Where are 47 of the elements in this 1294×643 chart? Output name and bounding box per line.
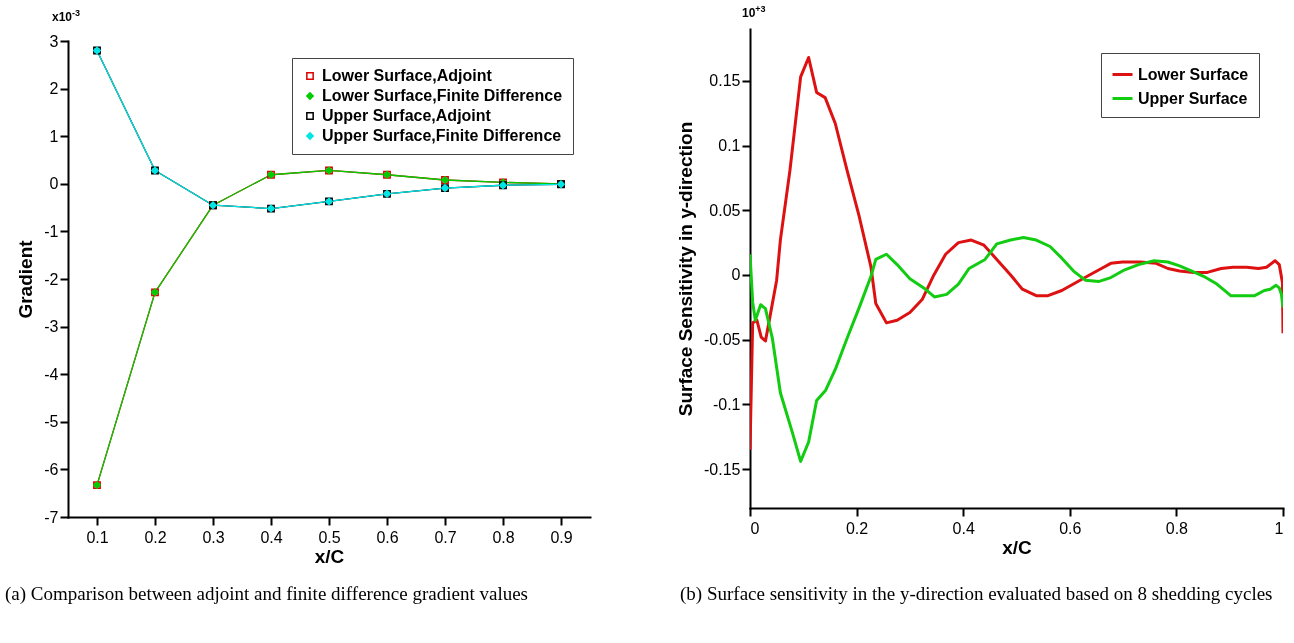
y-tick-label: 0	[49, 175, 59, 193]
x-tick-label: 0.4	[260, 528, 283, 546]
y-tick-label: -4	[44, 365, 59, 383]
text: (a) Comparison between adjoint and finite difference gradient values	[5, 582, 529, 605]
y-tick-label: 2	[49, 80, 59, 98]
y-tick-label: 1	[49, 127, 59, 145]
text: 10$^{+3}$	[742, 4, 766, 20]
x-tick-label: 0.8	[492, 528, 515, 546]
x-tick-label: 0.2	[845, 519, 869, 537]
y-tick-label: 0.05	[709, 201, 741, 219]
y-tick-label: -1	[44, 222, 59, 240]
x-tick-label: 0.7	[434, 528, 457, 546]
x-axis-title: x/C	[1002, 536, 1033, 558]
y-axis-title: Gradient	[15, 239, 37, 319]
text: x10$^{-3}$	[52, 8, 81, 24]
y-tick-label: -0.05	[704, 331, 741, 349]
legend-label: Lower Surface	[1138, 65, 1249, 83]
x-tick-label: 0.4	[952, 519, 975, 537]
legend-label: Upper Surface,Finite Difference	[322, 127, 562, 144]
y-tick-label: 0.1	[718, 137, 741, 155]
x-axis-title: x/C	[314, 545, 345, 567]
legend-label: Lower Surface,Adjoint	[322, 67, 493, 84]
text: (b) Surface sensitivity in the y-direction evaluated based on 8 shedding cycles	[680, 582, 1274, 605]
x-tick-label: 0.9	[550, 528, 573, 546]
y-tick-label: -0.1	[712, 395, 741, 413]
x-tick-label: 1	[1274, 519, 1284, 537]
x-tick-label: 0.8	[1165, 519, 1189, 537]
y-tick-label: -3	[44, 318, 59, 336]
y-axis-title: Surface Sensitivity in y-direction	[675, 121, 697, 417]
y-tick-label: 3	[49, 32, 59, 50]
x-tick-label: 0.2	[144, 528, 167, 546]
x-tick-label: 0.5	[318, 528, 341, 546]
legend-label: Upper Surface,Adjoint	[322, 107, 492, 124]
legend-label: Lower Surface,Finite Difference	[322, 87, 563, 104]
y-tick-label: -0.15	[704, 460, 741, 478]
y-tick-label: -2	[44, 270, 59, 288]
x-tick-label: 0.6	[376, 528, 399, 546]
x-tick-label: 0.1	[86, 528, 109, 546]
x-tick-label: 0	[750, 519, 760, 537]
x-tick-label: 0.6	[1059, 519, 1082, 537]
y-tick-label: 0	[731, 266, 741, 284]
y-tick-label: 0.15	[709, 72, 741, 90]
x-tick-label: 0.3	[202, 528, 225, 546]
legend-label: Upper Surface	[1138, 89, 1248, 107]
y-tick-label: -5	[44, 413, 59, 431]
y-tick-label: -6	[44, 460, 59, 478]
y-tick-label: -7	[44, 508, 59, 526]
